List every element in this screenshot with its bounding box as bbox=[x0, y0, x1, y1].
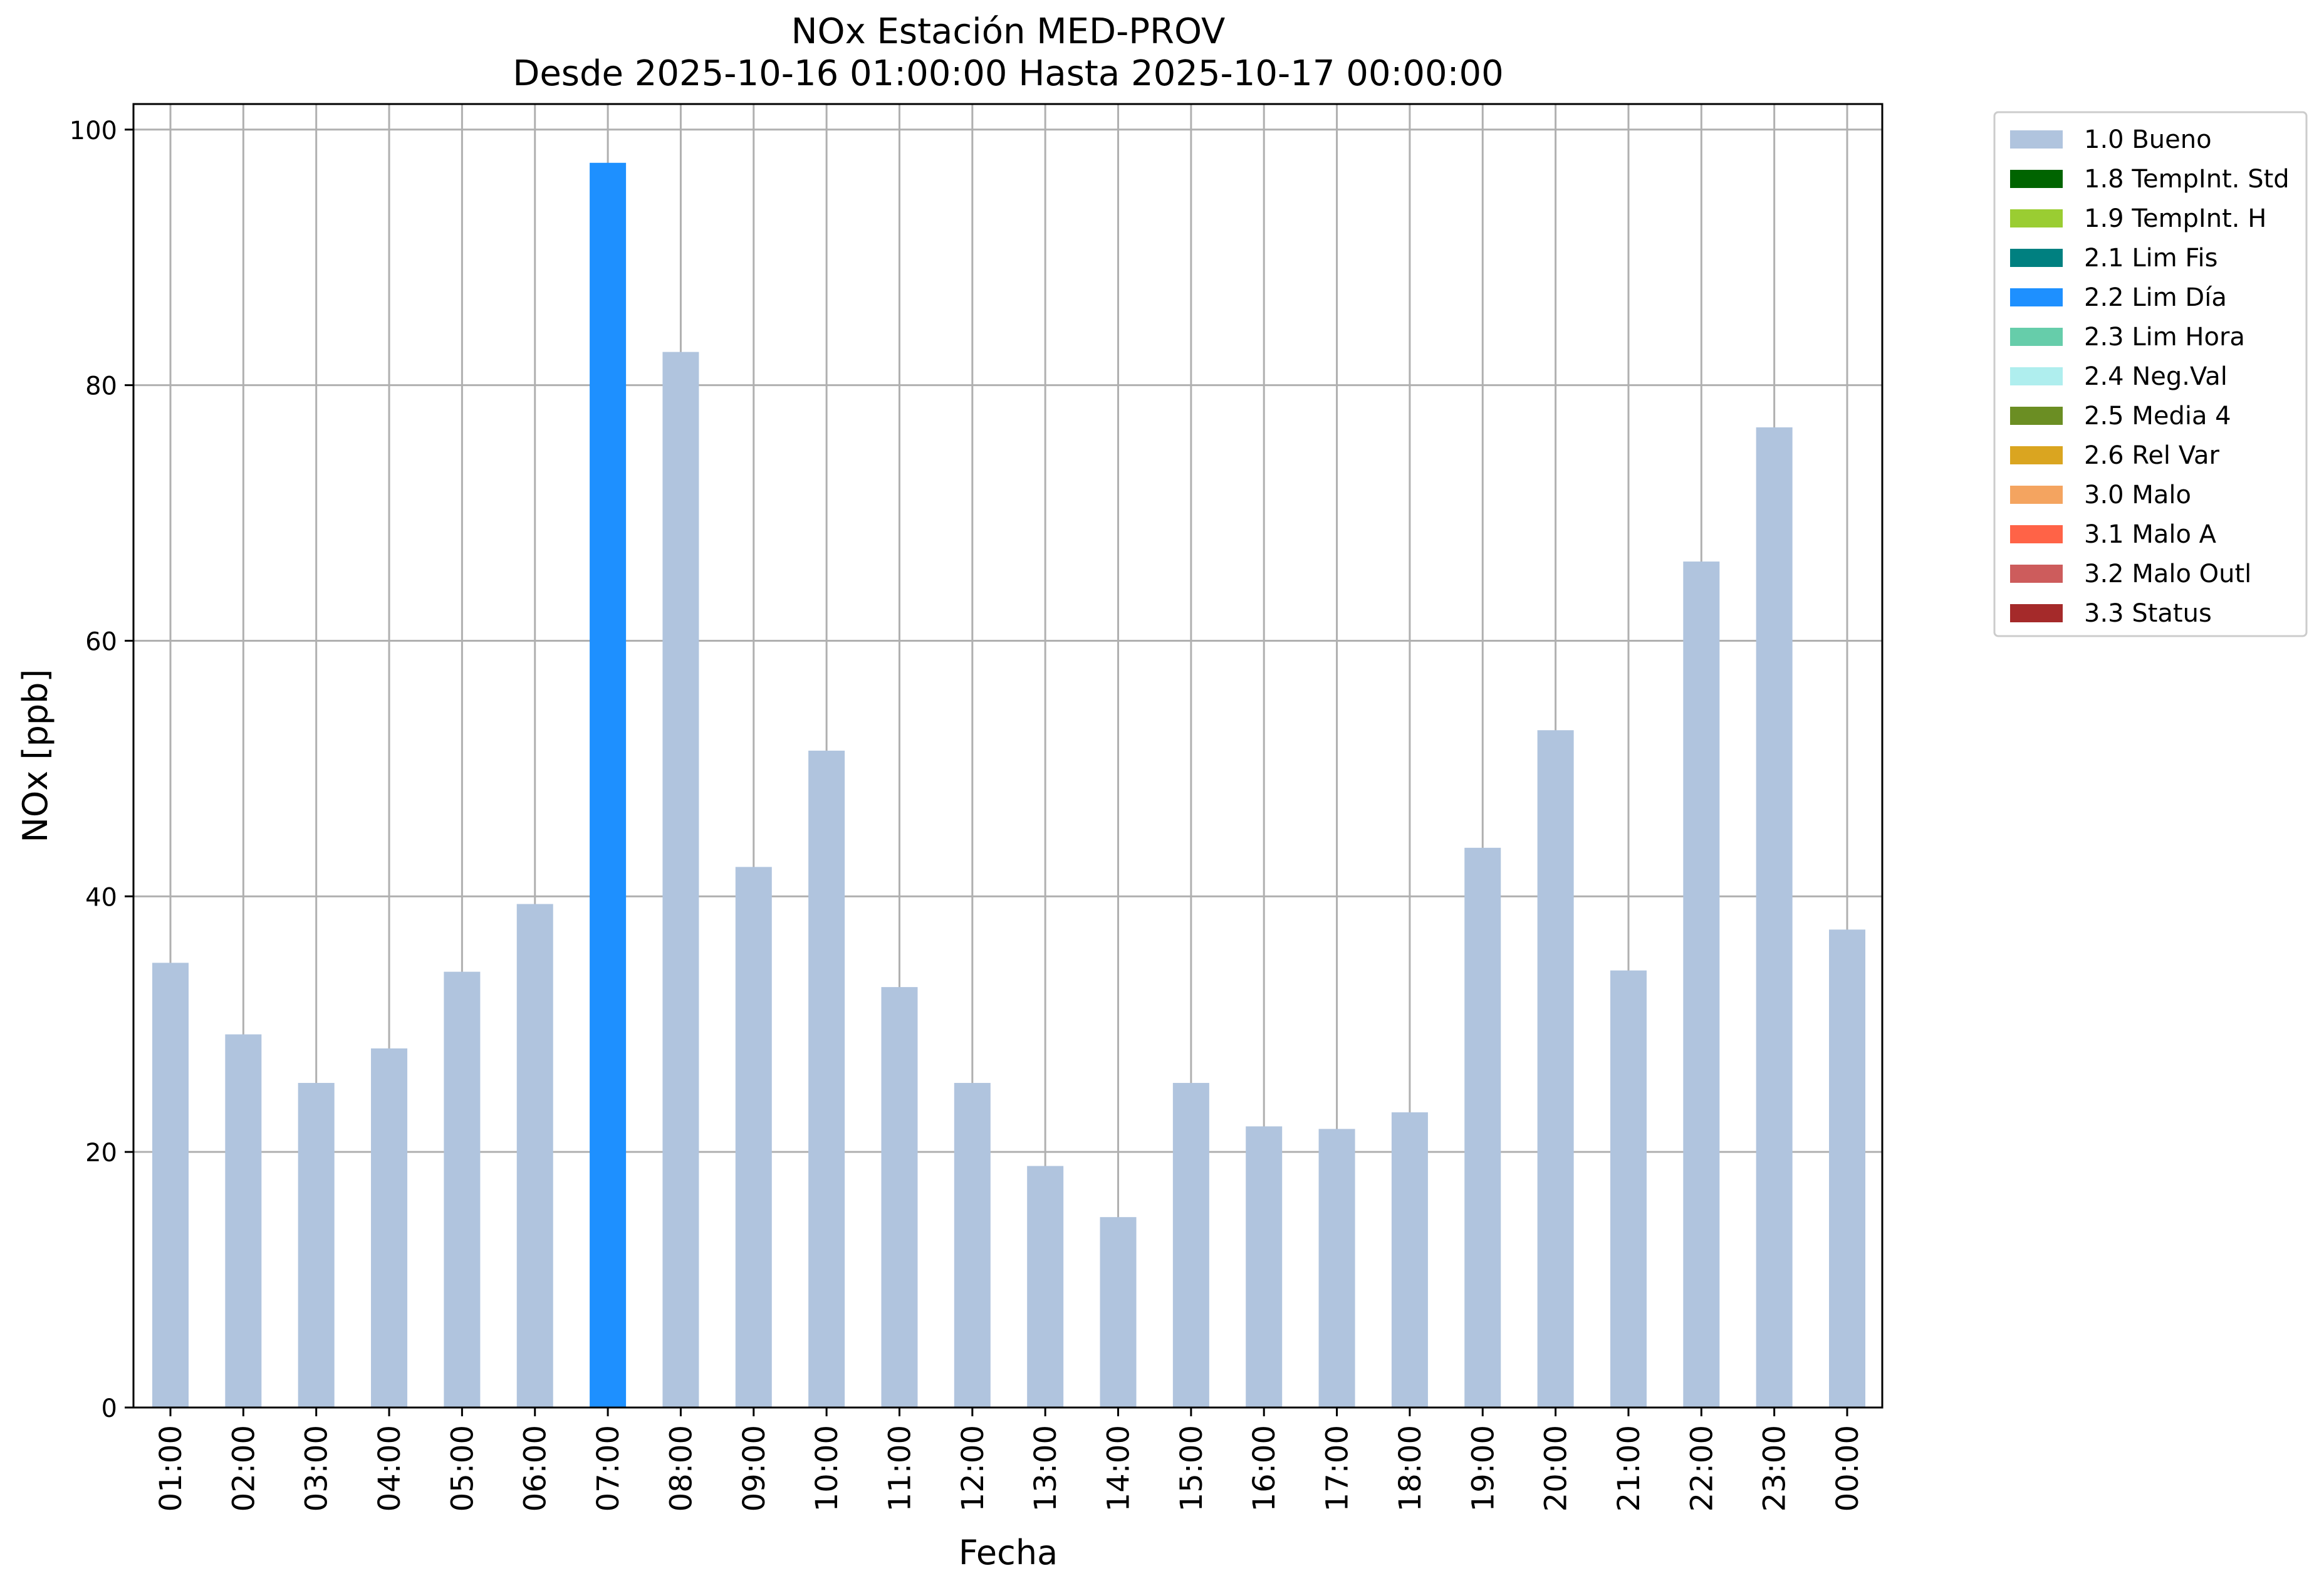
bar-1100 bbox=[881, 987, 918, 1408]
legend-label: 2.6 Rel Var bbox=[2084, 441, 2220, 470]
legend-label: 2.3 Lim Hora bbox=[2084, 323, 2245, 352]
x-tick-label: 22:00 bbox=[1684, 1425, 1719, 1512]
x-tick-label: 16:00 bbox=[1247, 1425, 1282, 1512]
legend-swatch bbox=[2010, 288, 2063, 306]
bar-0900 bbox=[735, 867, 772, 1408]
y-axis-label: NOx [ppb] bbox=[16, 669, 55, 843]
x-tick-label: 07:00 bbox=[591, 1425, 626, 1512]
bar-0400 bbox=[371, 1048, 408, 1408]
bar-0500 bbox=[444, 971, 481, 1408]
x-tick-label: 23:00 bbox=[1758, 1425, 1793, 1512]
y-tick-label: 60 bbox=[85, 627, 117, 656]
legend-swatch bbox=[2010, 209, 2063, 227]
bar-2000 bbox=[1537, 730, 1574, 1408]
bar-1700 bbox=[1318, 1129, 1355, 1408]
legend-label: 3.2 Malo Outl bbox=[2084, 560, 2251, 588]
bar-0800 bbox=[662, 352, 699, 1408]
x-axis: 01:00 02:00 03:00 04:00 05:00 06:00 07:00 08:00… bbox=[154, 1408, 1865, 1512]
x-tick-label: 19:00 bbox=[1466, 1425, 1501, 1512]
x-tick-label: 08:00 bbox=[664, 1425, 699, 1512]
bar-0700 bbox=[590, 162, 627, 1408]
legend: 1.0 Bueno 1.8 TempInt. Std 1.9 TempInt. H 2… bbox=[1993, 111, 2308, 637]
bar-2200 bbox=[1683, 562, 1720, 1408]
x-tick-label: 00:00 bbox=[1830, 1425, 1865, 1512]
legend-swatch bbox=[2010, 328, 2063, 346]
legend-swatch bbox=[2010, 170, 2063, 188]
chart-subtitle: Desde 2025-10-16 01:00:00 Hasta 2025-10-… bbox=[513, 53, 1504, 94]
x-tick-label: 01:00 bbox=[154, 1425, 189, 1512]
legend-label: 2.2 Lim Día bbox=[2084, 283, 2227, 312]
bar-0100 bbox=[152, 963, 189, 1408]
x-axis-label: Fecha bbox=[959, 1533, 1058, 1572]
bar-1500 bbox=[1172, 1083, 1209, 1408]
legend-label: 3.3 Status bbox=[2084, 599, 2212, 628]
x-tick-label: 06:00 bbox=[518, 1425, 553, 1512]
x-tick-label: 03:00 bbox=[300, 1425, 335, 1512]
x-tick-label: 02:00 bbox=[226, 1425, 261, 1512]
legend-label: 2.5 Media 4 bbox=[2084, 402, 2231, 431]
legend-swatch bbox=[2010, 486, 2063, 504]
x-tick-label: 04:00 bbox=[372, 1425, 407, 1512]
legend-swatch bbox=[2010, 367, 2063, 385]
bar-1900 bbox=[1464, 847, 1501, 1408]
bar-1200 bbox=[954, 1083, 991, 1408]
legend-swatch bbox=[2010, 407, 2063, 425]
x-tick-label: 11:00 bbox=[882, 1425, 917, 1512]
legend-label: 1.9 TempInt. H bbox=[2084, 204, 2266, 233]
x-tick-label: 20:00 bbox=[1539, 1425, 1574, 1512]
bar-0000 bbox=[1829, 929, 1865, 1408]
y-tick-label: 40 bbox=[85, 883, 117, 912]
legend-label: 2.1 Lim Fis bbox=[2084, 244, 2217, 273]
bar-2300 bbox=[1756, 427, 1793, 1408]
bar-2100 bbox=[1610, 970, 1647, 1408]
plot-frame bbox=[132, 103, 1884, 1409]
bar-1000 bbox=[808, 750, 845, 1408]
x-tick-label: 15:00 bbox=[1174, 1425, 1209, 1512]
legend-label: 1.0 Bueno bbox=[2084, 125, 2212, 154]
bar-0600 bbox=[516, 904, 553, 1408]
x-tick-label: 05:00 bbox=[445, 1425, 480, 1512]
legend-swatch bbox=[2010, 130, 2063, 149]
legend-swatch bbox=[2010, 249, 2063, 267]
legend-label: 3.1 Malo A bbox=[2084, 520, 2217, 549]
legend-label: 2.4 Neg.Val bbox=[2084, 362, 2228, 391]
legend-label: 1.8 TempInt. Std bbox=[2084, 165, 2290, 194]
bar-1300 bbox=[1027, 1166, 1064, 1408]
legend-label: 3.0 Malo bbox=[2084, 481, 2191, 509]
x-tick-label: 21:00 bbox=[1612, 1425, 1647, 1512]
bar-1600 bbox=[1246, 1126, 1283, 1408]
y-axis: 0 20 40 60 80 100 bbox=[70, 117, 133, 1423]
chart-title: NOx Estación MED-PROV bbox=[791, 11, 1226, 52]
x-tick-label: 14:00 bbox=[1102, 1425, 1137, 1512]
x-tick-label: 12:00 bbox=[956, 1425, 991, 1512]
bar-1800 bbox=[1391, 1112, 1428, 1408]
y-tick-label: 0 bbox=[102, 1394, 117, 1423]
y-tick-label: 20 bbox=[85, 1139, 117, 1167]
x-tick-label: 10:00 bbox=[810, 1425, 845, 1512]
y-tick-label: 80 bbox=[85, 372, 117, 401]
legend-swatch bbox=[2010, 604, 2063, 622]
x-tick-label: 18:00 bbox=[1393, 1425, 1428, 1512]
x-tick-label: 13:00 bbox=[1028, 1425, 1063, 1512]
legend-swatch bbox=[2010, 525, 2063, 543]
bars-group bbox=[152, 162, 1865, 1408]
legend-swatch bbox=[2010, 565, 2063, 583]
x-tick-label: 09:00 bbox=[737, 1425, 772, 1512]
legend-frame bbox=[1993, 111, 2308, 637]
bar-0200 bbox=[225, 1034, 262, 1408]
bar-1400 bbox=[1100, 1217, 1137, 1408]
legend-swatch bbox=[2010, 446, 2063, 464]
bar-0300 bbox=[298, 1083, 335, 1408]
y-tick-label: 100 bbox=[70, 117, 117, 145]
x-tick-label: 17:00 bbox=[1320, 1425, 1355, 1512]
